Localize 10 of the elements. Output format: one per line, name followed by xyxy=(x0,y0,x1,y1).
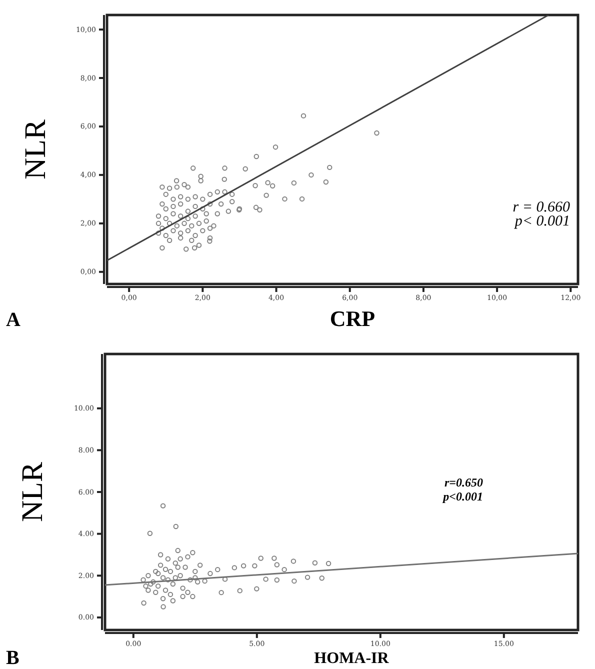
annotation: r=0.650 xyxy=(444,475,483,490)
annotation: r = 0.660 xyxy=(512,199,570,216)
x-axis-title: CRP xyxy=(330,306,376,331)
annotation: p< 0.001 xyxy=(514,213,570,230)
annotation: p<0.001 xyxy=(442,489,483,504)
x-axis-title: HOMA-IR xyxy=(314,650,390,667)
text: A xyxy=(6,309,21,331)
y-axis-title: NLR xyxy=(19,120,52,180)
text: B xyxy=(6,647,20,669)
y-axis-title: NLR xyxy=(16,462,49,522)
